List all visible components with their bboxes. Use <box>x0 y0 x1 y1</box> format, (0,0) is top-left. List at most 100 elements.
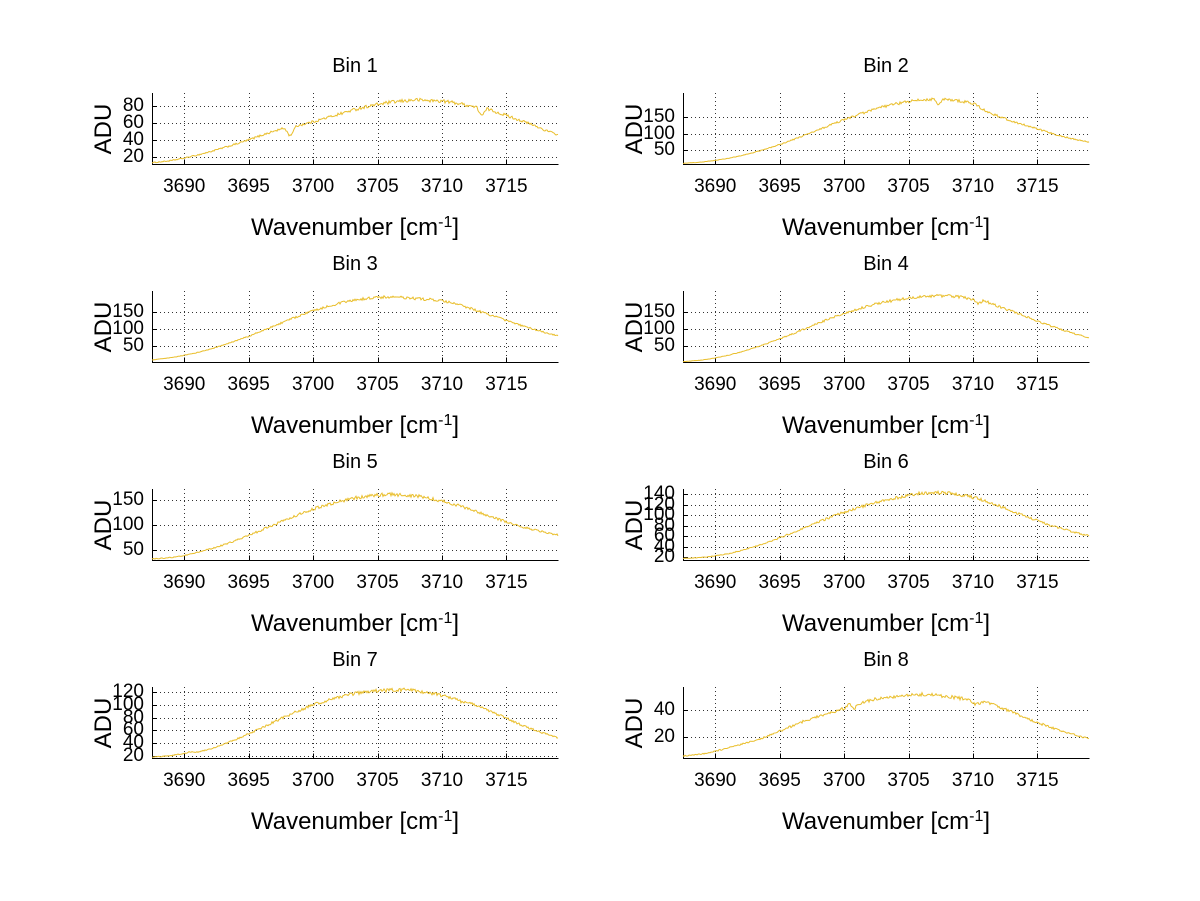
x-tick-label: 3690 <box>694 572 737 593</box>
subplot-bin-2: Bin 2 3690 3695 3700 3705 3710 3715 50 100 150 ADU… <box>533 48 1119 243</box>
y-axis-label: ADU <box>621 499 648 550</box>
grid-lines <box>152 291 558 362</box>
y-tick-label: 60 <box>122 719 144 741</box>
subplot-bin-4: Bin 4 3690 3695 3700 3705 3710 3715 50 100 150 ADU… <box>533 246 1119 441</box>
x-tick-label: 3715 <box>1016 770 1059 791</box>
subplot-bin-6: Bin 6 3690 3695 3700 3705 3710 3715 20 40 60 80 100… <box>533 444 1119 639</box>
axis-spines <box>683 687 1090 759</box>
x-tick-label: 3695 <box>758 770 801 791</box>
x-axis-label: Wavenumber [cm-1] <box>683 604 1089 637</box>
axis-ticks <box>683 312 1038 363</box>
subplot-title: Bin 7 <box>332 649 378 671</box>
x-tick-label: 3715 <box>485 770 528 791</box>
axis-ticks <box>683 117 1038 165</box>
x-axis-label-superscript: -1 <box>438 214 453 231</box>
x-tick-label: 3705 <box>356 374 399 395</box>
y-tick-label: 40 <box>653 535 675 557</box>
grid-lines <box>152 93 558 164</box>
x-axis-label-superscript: -1 <box>438 610 453 627</box>
x-tick-label: 3705 <box>887 770 930 791</box>
x-tick-label: 3700 <box>822 770 866 791</box>
x-tick-label: 3690 <box>163 770 206 791</box>
y-tick-label: 40 <box>122 128 144 150</box>
x-tick-label: 3710 <box>951 176 995 197</box>
x-axis-label-text: Wavenumber [cm <box>250 808 439 835</box>
x-axis-label-text: Wavenumber [cm <box>781 214 970 241</box>
x-axis-label-close: ] <box>452 610 460 637</box>
plot-curve <box>682 97 1090 164</box>
axis-ticks <box>683 710 1038 759</box>
x-tick-label: 3715 <box>485 176 528 197</box>
x-tick-label: 3710 <box>951 572 995 593</box>
x-axis-label: Wavenumber [cm-1] <box>152 208 558 241</box>
axis-ticks <box>152 106 507 165</box>
x-axis-label-superscript: -1 <box>969 214 984 231</box>
grid-lines <box>152 489 558 560</box>
x-tick-label: 3695 <box>227 176 270 197</box>
x-tick-label: 3710 <box>420 572 464 593</box>
subplot-bin-7: Bin 7 3690 3695 3700 3705 3710 3715 20 40 60 80 100… <box>2 642 588 837</box>
x-tick-label: 3700 <box>822 176 866 197</box>
plot-curve <box>151 97 559 164</box>
x-tick-label: 3695 <box>758 374 801 395</box>
y-tick-label: 100 <box>643 318 675 340</box>
subplot-bin-1: Bin 1 3690 3695 3700 3705 3710 3715 20 40 60 80 ADU… <box>2 48 588 243</box>
plot-curve <box>682 293 1090 363</box>
plot-curve <box>151 687 559 758</box>
y-tick-label: 80 <box>653 514 675 536</box>
subplot-title: Bin 2 <box>863 55 909 77</box>
x-tick-label: 3695 <box>227 572 270 593</box>
x-axis-label-close: ] <box>452 808 460 835</box>
subplot-axes <box>151 687 559 759</box>
x-tick-label: 3700 <box>822 374 866 395</box>
y-tick-label: 60 <box>122 112 144 133</box>
y-tick-label: 120 <box>643 493 675 515</box>
subplot-bin-5: Bin 5 3690 3695 3700 3705 3710 3715 50 100 150 ADU… <box>2 444 588 639</box>
y-tick-label: 150 <box>112 489 144 510</box>
x-axis-label-superscript: -1 <box>438 412 453 429</box>
subplot-axes <box>151 291 559 363</box>
plot-curve <box>151 491 559 560</box>
x-axis-label: Wavenumber [cm-1] <box>683 406 1089 439</box>
y-axis-label: ADU <box>621 697 648 748</box>
plot-curve <box>151 294 559 361</box>
x-axis-label: Wavenumber [cm-1] <box>152 604 558 637</box>
y-tick-label: 20 <box>653 725 675 747</box>
grid-lines <box>152 687 558 758</box>
x-tick-label: 3715 <box>485 374 528 395</box>
subplot-bin-8: Bin 8 3690 3695 3700 3705 3710 3715 20 40 ADU Wave… <box>533 642 1119 837</box>
y-tick-label: 50 <box>122 334 144 356</box>
y-tick-label: 100 <box>643 504 675 526</box>
y-tick-label: 60 <box>653 525 675 547</box>
y-tick-label: 140 <box>643 483 675 505</box>
x-tick-label: 3715 <box>1016 572 1059 593</box>
subplot-bin-3: Bin 3 3690 3695 3700 3705 3710 3715 50 100 150 ADU… <box>2 246 588 441</box>
axis-spines <box>152 687 559 759</box>
x-tick-label: 3705 <box>887 374 930 395</box>
y-tick-label: 150 <box>643 301 675 323</box>
y-tick-label: 100 <box>112 514 144 535</box>
axis-spines <box>152 93 559 165</box>
x-tick-label: 3690 <box>163 572 206 593</box>
x-tick-label: 3695 <box>227 374 270 395</box>
y-axis-label: ADU <box>90 301 117 352</box>
x-tick-label: 3705 <box>356 176 399 197</box>
x-tick-label: 3695 <box>758 572 801 593</box>
x-axis-label: Wavenumber [cm-1] <box>152 406 558 439</box>
plot-curve <box>682 691 1090 758</box>
subplot-title: Bin 5 <box>332 451 378 473</box>
x-tick-label: 3710 <box>420 176 464 197</box>
y-tick-label: 80 <box>122 706 144 728</box>
x-axis-label-text: Wavenumber [cm <box>781 412 970 439</box>
subplot-axes <box>682 687 1090 759</box>
x-tick-label: 3710 <box>420 374 464 395</box>
subplot-title: Bin 4 <box>863 253 909 275</box>
subplot-title: Bin 6 <box>863 451 909 473</box>
x-tick-label: 3700 <box>291 572 335 593</box>
y-tick-label: 150 <box>112 301 144 323</box>
x-axis-label-close: ] <box>452 214 460 241</box>
x-axis-label: Wavenumber [cm-1] <box>152 802 558 835</box>
x-tick-label: 3715 <box>1016 176 1059 197</box>
x-axis-label-superscript: -1 <box>969 808 984 825</box>
